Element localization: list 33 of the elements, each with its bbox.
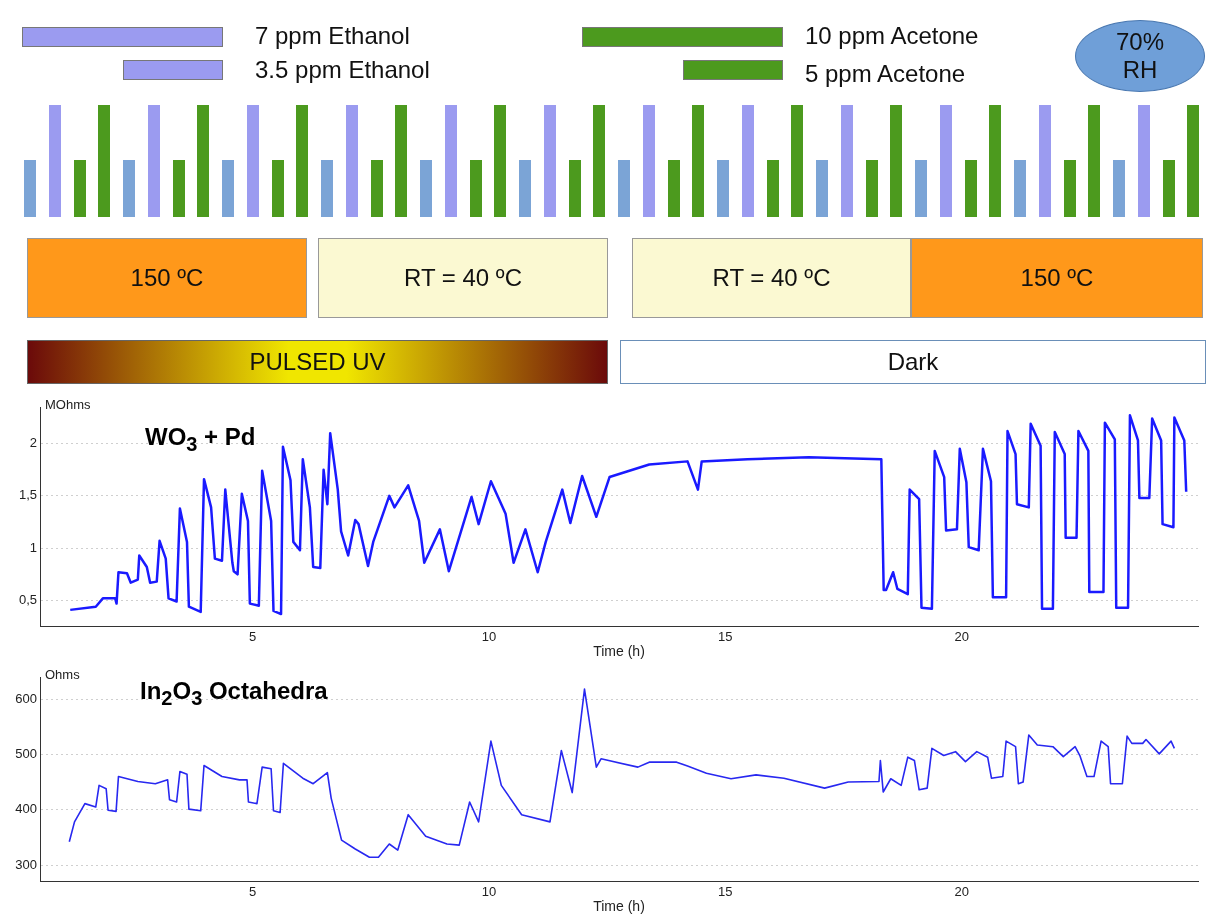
y-tick-label: 500 [15,745,37,761]
x-tick-label: 20 [954,883,969,899]
y-tick-label: 300 [15,856,37,872]
temperature-box: 150 ºC [911,238,1203,318]
temperature-box: RT = 40 ºC [318,238,608,318]
y-tick-label: 1,5 [18,487,37,503]
uv-gradient-box: PULSED UV [27,340,608,384]
y-axis-title: Ohms [45,667,81,683]
text: 5 ppm Acetone [805,60,966,88]
y-tick-label: 0,5 [18,592,37,608]
temperature-box: 150 ºC [27,238,307,318]
text: 3.5 ppm Ethanol [255,56,430,84]
x-tick-label: 20 [954,628,969,644]
x-tick-label: 10 [481,628,497,644]
y-tick-label: 400 [15,801,37,817]
x-tick-label: 15 [718,628,733,644]
humidity-ellipse: 70% RH [1075,20,1205,92]
x-tick-label: 5 [249,628,257,644]
y-tick-label: 2 [29,435,37,451]
y-axis-title: MOhms [45,397,91,413]
x-tick-label: 15 [718,883,733,899]
text: WO$_{3}$ + Pd [145,423,256,456]
x-axis-title: Time (h) [593,898,645,915]
x-tick-label: 10 [481,883,497,899]
text: 7 ppm Ethanol [255,22,410,50]
x-tick-label: 5 [249,883,257,899]
chart-title: In$_{2}$O$_{3}$ Octahedra [140,677,328,710]
text: 10 ppm Acetone [805,22,979,50]
y-tick-label: 600 [15,690,37,706]
dark-box: Dark [620,340,1206,384]
x-axis-title: Time (h) [593,643,645,660]
temperature-box: RT = 40 ºC [632,238,911,318]
y-tick-label: 1 [29,539,37,555]
